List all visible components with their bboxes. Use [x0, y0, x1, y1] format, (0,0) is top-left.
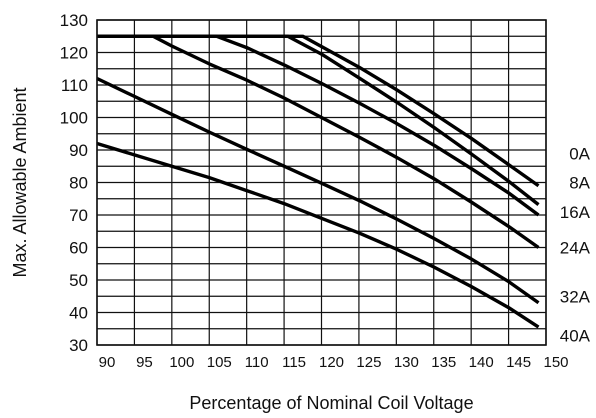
series-label-16a: 16A [560, 203, 591, 222]
series-line-24a [97, 34, 540, 249]
y-tick-label: 100 [60, 109, 88, 128]
plot-frame [96, 19, 547, 346]
y-tick-label: 60 [69, 239, 88, 258]
y-axis-ticks: 30 40 50 60 70 80 90 100 110 120 130 [60, 11, 88, 355]
y-tick-label: 120 [60, 44, 88, 63]
x-tick-label: 130 [394, 354, 419, 371]
y-axis-label: Max. Allowable Ambient [10, 87, 30, 277]
x-tick-label: 115 [282, 354, 306, 371]
x-tick-label: 120 [319, 354, 344, 371]
x-tick-label: 105 [207, 354, 232, 371]
x-tick-label: 90 [99, 354, 116, 371]
series-line-8a [97, 34, 540, 206]
curves [96, 34, 540, 329]
series-line-32a [96, 76, 540, 305]
series-label-8a: 8A [569, 174, 590, 193]
series-line-40a [96, 141, 540, 329]
y-tick-label: 80 [69, 174, 88, 193]
y-tick-label: 70 [69, 206, 88, 225]
y-tick-label: 30 [69, 336, 88, 355]
x-axis-label: Percentage of Nominal Coil Voltage [189, 393, 473, 413]
x-tick-label: 140 [469, 354, 494, 371]
x-tick-label: 150 [543, 354, 568, 371]
series-label-0a: 0A [569, 144, 590, 163]
x-tick-label: 145 [506, 354, 531, 371]
series-line-0a [97, 34, 540, 188]
series-line-16a [97, 34, 540, 217]
x-tick-label: 135 [431, 354, 456, 371]
series-label-40a: 40A [560, 326, 591, 345]
y-tick-label: 130 [60, 11, 88, 30]
x-tick-label: 110 [245, 354, 269, 371]
series-label-24a: 24A [560, 239, 591, 258]
x-axis-ticks: 90 95 100 105 110 115 120 125 130 135 140 145 150 [99, 354, 569, 371]
x-tick-label: 100 [169, 354, 194, 371]
x-tick-label: 95 [136, 354, 153, 371]
y-tick-label: 50 [69, 271, 88, 290]
series-label-32a: 32A [560, 287, 591, 306]
y-tick-label: 110 [61, 76, 88, 95]
series-labels: 0A 8A 16A 24A 32A 40A [560, 144, 591, 345]
y-tick-label: 40 [69, 304, 88, 323]
y-tick-label: 90 [69, 141, 88, 160]
x-tick-label: 125 [356, 354, 381, 371]
